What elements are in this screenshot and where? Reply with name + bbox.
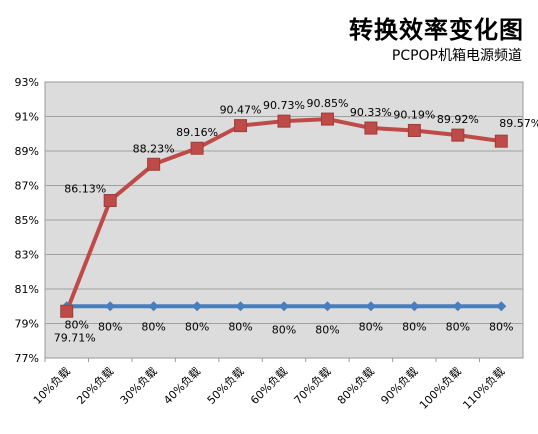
x-tick-label: 80%负载 [334,364,377,407]
x-tick-label: 60%负载 [247,364,290,407]
y-axis: 77% 79% 81% 83% 85% 87% 89% 91% 93% [15,76,39,365]
data-point [60,304,74,318]
y-tick-label: 77% [15,352,39,365]
x-tick-label: 30%负载 [117,364,160,407]
data-label: 80% [272,323,296,336]
data-label: 90.73% [263,99,305,112]
data-label: 80% [185,320,209,333]
data-point [407,123,421,137]
x-tick-label: 50%负载 [204,364,247,407]
data-point [277,114,291,128]
data-point [322,301,333,312]
data-label: 88.23% [133,142,175,155]
data-label: 80% [141,320,165,333]
data-point [320,112,334,126]
x-tick-label: 100%负载 [416,364,464,412]
x-tick-label: 110%负载 [460,364,508,412]
data-label: 89.57% [499,117,538,130]
y-tick-label: 87% [15,180,39,193]
y-tick-label: 79% [15,318,39,331]
data-label: 79.71% [54,331,96,344]
x-tick-label: 20%负载 [74,364,117,407]
data-point [192,301,203,312]
data-label: 80% [65,318,89,331]
y-tick-label: 85% [15,214,39,227]
x-tick-label: 90%负载 [378,364,421,407]
data-label: 90.19% [393,108,435,121]
data-point [234,119,248,133]
data-label: 80% [446,320,470,333]
data-label: 80% [402,320,426,333]
data-label: 80% [98,320,122,333]
x-tick-label: 10%负载 [30,364,73,407]
y-tick-label: 93% [15,76,39,89]
data-point [279,301,289,312]
data-label: 90.85% [306,97,348,110]
data-label: 89.92% [437,113,479,126]
data-point [452,301,463,312]
data-point [103,194,117,208]
y-tick-label: 81% [15,283,39,296]
data-label: 86.13% [64,183,106,196]
data-label: 90.33% [350,106,392,119]
data-point [365,301,376,312]
data-label: 90.47% [220,104,262,117]
series-layer: 79.71% 86.13% 88.23%89.16%90.47% 90.73% 90.8… [54,97,538,344]
data-label: 80% [228,320,252,333]
data-point [451,128,465,142]
data-point [494,134,508,148]
data-point [148,301,159,312]
chart-title: 转换效率变化图 [349,16,524,44]
data-label: 80% [359,320,383,333]
x-tick-label: 70%负载 [291,364,334,407]
data-point [105,301,116,312]
data-point [147,157,161,171]
x-axis: 10%负载 20%负载 30%负载 40%负载 50%负载 60%负载 70%负载 80%负载… [30,358,507,412]
data-point [190,141,204,155]
y-tick-label: 91% [15,111,39,124]
y-tick-label: 83% [15,249,39,262]
data-point [409,301,420,312]
data-point [364,121,378,135]
data-label: 80% [315,323,339,336]
y-tick-label: 89% [15,145,39,158]
x-tick-label: 40%负载 [160,364,203,407]
data-label: 80% [489,320,513,333]
data-point [496,301,507,312]
chart-subtitle: PCPOP机箱电源频道 [391,48,522,64]
data-point [235,301,246,312]
data-label: 89.16% [176,126,218,139]
gridlines [45,116,523,324]
